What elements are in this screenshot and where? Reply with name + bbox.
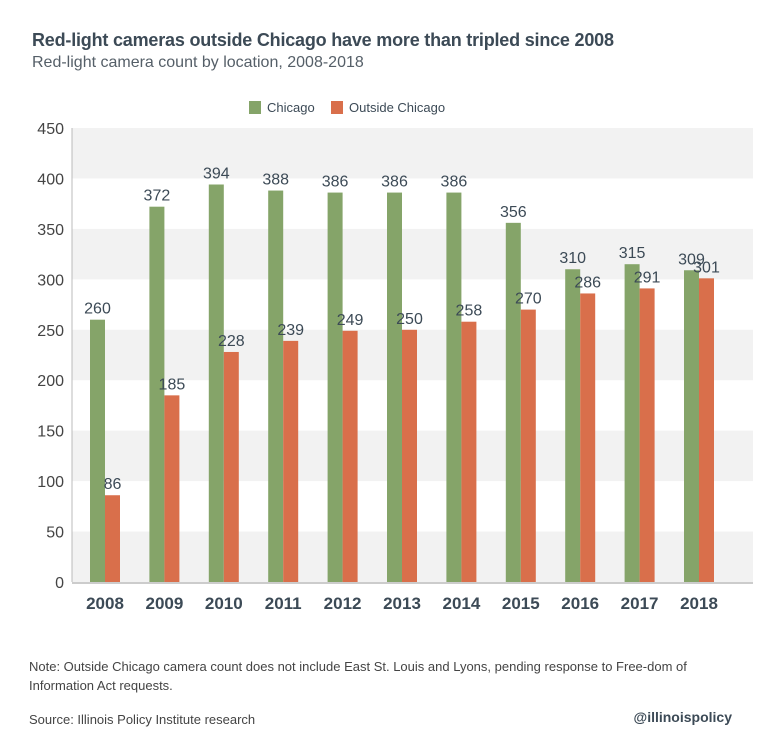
chart-subtitle: Red-light camera count by location, 2008… [32,54,364,71]
data-label: 315 [619,245,646,262]
x-tick-label: 2016 [561,594,599,613]
grid-band [72,128,753,179]
data-label: 291 [634,269,661,286]
y-tick-label: 50 [46,525,64,542]
bar-chicago [90,319,105,582]
data-label: 249 [337,312,364,329]
legend-swatch [331,101,343,114]
data-label: 228 [218,333,245,350]
data-label: 309 [678,251,705,268]
bar-chart: 0 50 100 150 200 250 300 350 400 450 Chicago Outsid… [37,100,753,613]
data-label: 301 [693,259,720,276]
bar-chicago [387,192,402,582]
y-tick-label: 350 [37,222,64,239]
y-tick-label: 300 [37,272,64,289]
x-tick-label: 2008 [86,594,124,613]
x-tick-label: 2009 [145,594,183,613]
bar-outside-chicago [105,495,120,582]
bar-chicago [208,184,224,582]
x-tick-label: 2014 [442,594,480,613]
data-label: 310 [559,250,586,267]
data-label: 386 [322,174,349,191]
bar-chicago [327,192,343,582]
data-label: 286 [574,274,601,291]
data-label: 372 [144,188,171,205]
x-tick-label: 2013 [383,594,421,613]
x-tick-label: 2012 [324,594,362,613]
bar-chicago [446,192,462,582]
y-tick-label: 400 [37,171,64,188]
data-label: 270 [515,291,542,308]
social-handle: @illinoispolicy [633,709,732,725]
data-label: 386 [381,174,408,191]
chart-title: Red-light cameras outside Chicago have m… [32,30,614,50]
bar-chicago [684,270,699,582]
y-tick-label: 150 [37,424,64,441]
data-label: 388 [262,172,289,189]
bar-outside-chicago [164,395,180,582]
x-tick-label: 2018 [680,594,718,613]
bar-chicago [268,190,284,582]
y-tick-label: 200 [37,373,64,390]
y-tick-label: 250 [37,323,64,340]
legend-label: Chicago [267,100,315,115]
bar-outside-chicago [639,288,655,582]
bar-outside-chicago [223,351,239,582]
bar-outside-chicago [699,278,714,582]
legend-label: Outside Chicago [349,100,445,115]
x-tick-label: 2015 [502,594,540,613]
y-tick-label: 0 [55,575,64,592]
chart-source: Source: Illinois Policy Institute resear… [29,712,256,727]
bar-outside-chicago [520,309,536,582]
data-label: 356 [500,204,527,221]
x-tick-label: 2017 [621,594,659,613]
bar-outside-chicago [283,340,299,582]
bar-chicago [505,222,521,582]
data-label: 239 [277,322,304,339]
data-label: 86 [104,476,122,493]
data-label: 250 [396,311,423,328]
bar-outside-chicago [580,293,596,582]
bar-chicago [624,264,640,582]
y-tick-label: 100 [37,474,64,491]
data-label: 386 [441,174,468,191]
x-tick-label: 2010 [205,594,243,613]
bar-chicago [149,206,165,582]
y-tick-label: 450 [37,121,64,138]
bar-chicago [565,269,581,582]
data-label: 258 [456,303,483,320]
chart-note: Note: Outside Chicago camera count does … [29,659,687,693]
data-label: 394 [203,165,230,182]
data-label: 185 [159,376,186,393]
bar-outside-chicago [461,321,477,582]
legend-swatch [249,101,261,114]
x-tick-label: 2011 [265,594,302,613]
data-label: 260 [84,301,111,318]
bar-outside-chicago [342,330,358,582]
bar-outside-chicago [402,329,417,582]
